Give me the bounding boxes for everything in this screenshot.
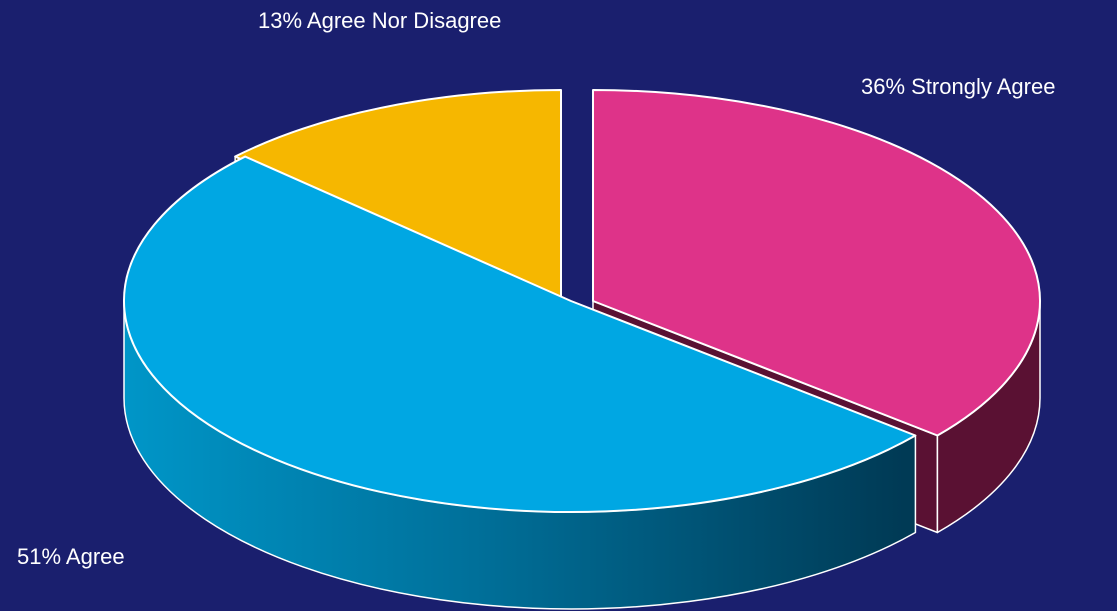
data-label-agree-nor-disagree: 13% Agree Nor Disagree [258,8,502,33]
slice-agree-nor-disagree [234,89,562,302]
slice-strongly-agree [592,89,1041,437]
data-label-agree: 51% Agree [17,544,125,569]
data-label-strongly-agree: 36% Strongly Agree [861,74,1056,99]
slice-agree [123,155,917,513]
